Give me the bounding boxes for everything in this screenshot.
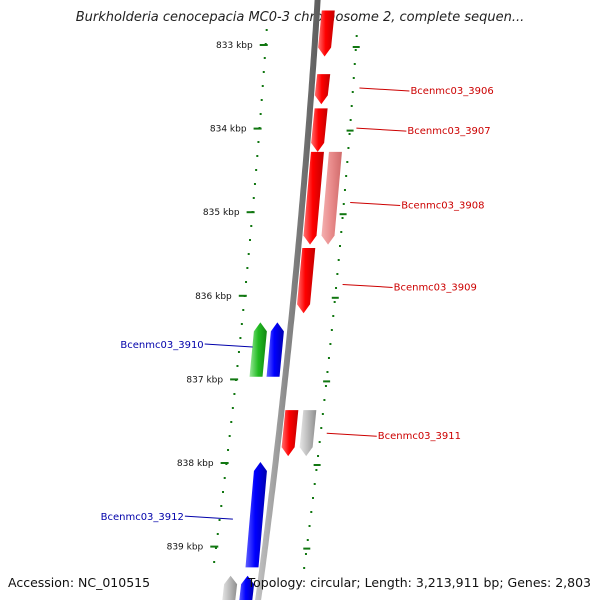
gene-label-4[interactable]: Bcenmc03_3910 xyxy=(120,340,203,351)
gene-pseudo-11[interactable] xyxy=(222,575,238,600)
gene-forward-3[interactable] xyxy=(303,151,324,245)
gene-reverse-10[interactable] xyxy=(245,462,267,568)
gene-forward-8[interactable] xyxy=(281,410,299,457)
gene-label-6[interactable]: Bcenmc03_3912 xyxy=(101,512,184,523)
label-leader xyxy=(350,202,401,207)
accession-text: Accession: NC_010515 xyxy=(8,575,151,590)
ruler-labels: 833 kbp 834 kbp 835 kbp 836 kbp 837 kbp 838 k… xyxy=(167,41,253,553)
ruler-label-838: 838 kbp xyxy=(177,459,214,469)
gene-forward_faded-4[interactable] xyxy=(321,151,342,245)
gene-labels[interactable]: Bcenmc03_3906 Bcenmc03_3907 Bcenmc03_3908 B… xyxy=(101,86,494,523)
label-leader xyxy=(326,432,377,437)
ruler-ticks xyxy=(210,29,360,569)
label-leader xyxy=(356,127,407,132)
ruler-label-835: 835 kbp xyxy=(203,208,240,218)
label-leader xyxy=(342,283,393,288)
gene-reverse-7[interactable] xyxy=(266,322,284,377)
label-leader xyxy=(184,515,233,520)
gene-forward-5[interactable] xyxy=(297,247,316,314)
label-leader xyxy=(359,87,410,92)
ruler-label-836: 836 kbp xyxy=(195,292,232,302)
gene-reverse-12[interactable] xyxy=(239,575,255,600)
gene-forward-2[interactable] xyxy=(311,108,328,152)
topology-summary: Topology: circular; Length: 3,213,911 bp… xyxy=(247,575,591,590)
map-title: Burkholderia cenocepacia MC0-3 chromosom… xyxy=(75,10,525,25)
ruler-label-834: 834 kbp xyxy=(210,125,247,135)
gene-pseudo-9[interactable] xyxy=(299,410,317,457)
gene-forward-1[interactable] xyxy=(314,74,331,105)
gene-green-6[interactable] xyxy=(249,322,267,377)
chromosome-backbone xyxy=(255,0,321,600)
ruler-label-839: 839 kbp xyxy=(167,543,204,553)
gene-label-5[interactable]: Bcenmc03_3911 xyxy=(378,431,461,442)
backbone-strand xyxy=(255,0,321,600)
gene-label-1[interactable]: Bcenmc03_3907 xyxy=(407,126,490,137)
ruler-label-833: 833 kbp xyxy=(216,41,253,51)
gene-label-3[interactable]: Bcenmc03_3909 xyxy=(394,282,477,293)
gene-label-0[interactable]: Bcenmc03_3906 xyxy=(410,86,493,97)
gene-label-2[interactable]: Bcenmc03_3908 xyxy=(401,201,484,212)
ruler-label-837: 837 kbp xyxy=(186,375,223,385)
gene-features[interactable] xyxy=(222,10,342,600)
gene-forward-0[interactable] xyxy=(318,10,335,57)
label-leader xyxy=(204,343,253,348)
